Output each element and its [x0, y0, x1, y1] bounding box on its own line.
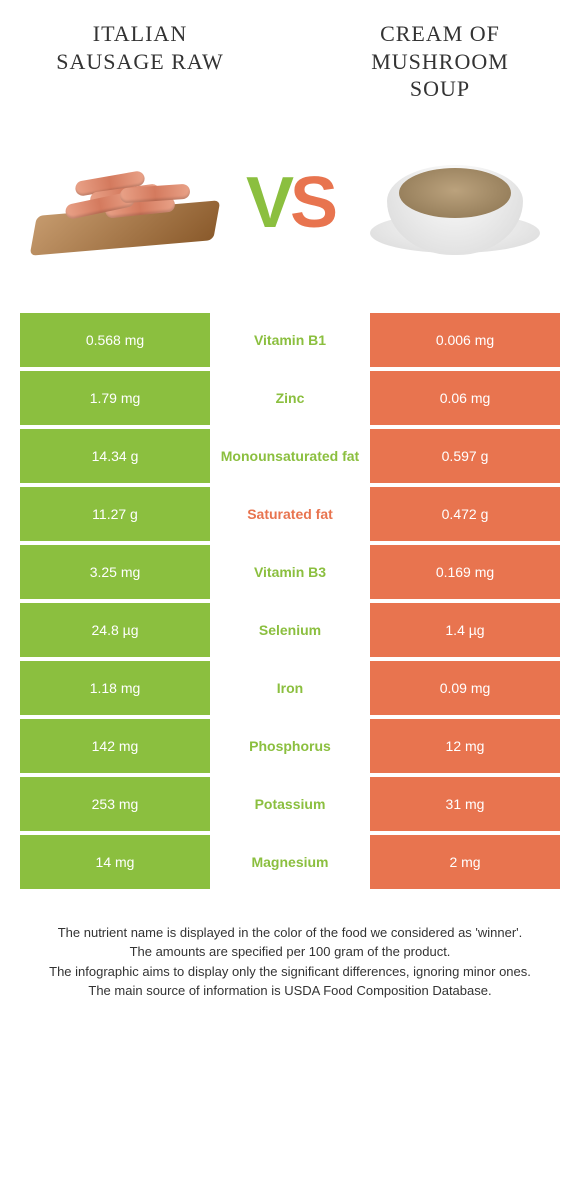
nutrient-label-cell: Magnesium — [210, 835, 370, 889]
right-value-cell: 0.472 g — [370, 487, 560, 541]
right-value-cell: 1.4 µg — [370, 603, 560, 657]
table-row: 14.34 gMonounsaturated fat0.597 g — [20, 429, 560, 483]
header: ITALIAN SAUSAGE RAW CREAM OF MUSHROOM SO… — [0, 0, 580, 103]
vs-v: V — [246, 167, 290, 239]
soup-shape — [399, 168, 511, 218]
right-value-cell: 0.09 mg — [370, 661, 560, 715]
footer-line: The infographic aims to display only the… — [30, 962, 550, 982]
comparison-table: 0.568 mgVitamin B10.006 mg1.79 mgZinc0.0… — [0, 313, 580, 889]
right-food-title: CREAM OF MUSHROOM SOUP — [340, 20, 540, 103]
table-row: 1.79 mgZinc0.06 mg — [20, 371, 560, 425]
left-value-cell: 1.18 mg — [20, 661, 210, 715]
left-food-image — [30, 133, 220, 273]
left-value-cell: 3.25 mg — [20, 545, 210, 599]
left-value-cell: 14 mg — [20, 835, 210, 889]
nutrient-label-cell: Monounsaturated fat — [210, 429, 370, 483]
left-value-cell: 24.8 µg — [20, 603, 210, 657]
nutrient-label-cell: Zinc — [210, 371, 370, 425]
table-row: 1.18 mgIron0.09 mg — [20, 661, 560, 715]
left-value-cell: 1.79 mg — [20, 371, 210, 425]
right-value-cell: 12 mg — [370, 719, 560, 773]
left-value-cell: 253 mg — [20, 777, 210, 831]
footer-notes: The nutrient name is displayed in the co… — [0, 893, 580, 1001]
vs-text: VS — [246, 167, 334, 239]
nutrient-label-cell: Iron — [210, 661, 370, 715]
right-value-cell: 0.06 mg — [370, 371, 560, 425]
sausage-illustration — [35, 158, 215, 248]
right-value-cell: 31 mg — [370, 777, 560, 831]
left-value-cell: 14.34 g — [20, 429, 210, 483]
footer-line: The main source of information is USDA F… — [30, 981, 550, 1001]
table-row: 0.568 mgVitamin B10.006 mg — [20, 313, 560, 367]
nutrient-label-cell: Saturated fat — [210, 487, 370, 541]
vs-s: S — [290, 167, 334, 239]
right-value-cell: 2 mg — [370, 835, 560, 889]
vs-row: VS — [0, 103, 580, 313]
soup-illustration — [365, 143, 545, 263]
left-value-cell: 0.568 mg — [20, 313, 210, 367]
right-value-cell: 0.597 g — [370, 429, 560, 483]
nutrient-label-cell: Selenium — [210, 603, 370, 657]
right-value-cell: 0.006 mg — [370, 313, 560, 367]
left-value-cell: 11.27 g — [20, 487, 210, 541]
table-row: 11.27 gSaturated fat0.472 g — [20, 487, 560, 541]
left-value-cell: 142 mg — [20, 719, 210, 773]
right-food-image — [360, 133, 550, 273]
nutrient-label-cell: Phosphorus — [210, 719, 370, 773]
table-row: 142 mgPhosphorus12 mg — [20, 719, 560, 773]
nutrient-label-cell: Vitamin B1 — [210, 313, 370, 367]
table-row: 24.8 µgSelenium1.4 µg — [20, 603, 560, 657]
table-row: 14 mgMagnesium2 mg — [20, 835, 560, 889]
footer-line: The amounts are specified per 100 gram o… — [30, 942, 550, 962]
footer-line: The nutrient name is displayed in the co… — [30, 923, 550, 943]
table-row: 253 mgPotassium31 mg — [20, 777, 560, 831]
left-food-title: ITALIAN SAUSAGE RAW — [40, 20, 240, 103]
nutrient-label-cell: Potassium — [210, 777, 370, 831]
nutrient-label-cell: Vitamin B3 — [210, 545, 370, 599]
table-row: 3.25 mgVitamin B30.169 mg — [20, 545, 560, 599]
right-value-cell: 0.169 mg — [370, 545, 560, 599]
